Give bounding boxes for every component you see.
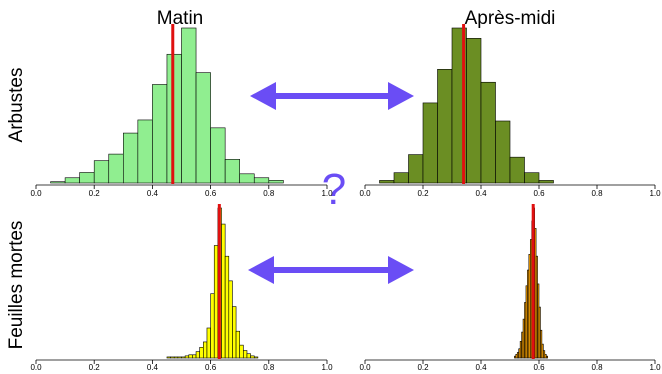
histogram-bar (243, 350, 248, 359)
histogram-bar (210, 127, 226, 184)
header-right: Après-midi (465, 8, 556, 29)
histogram-bar (253, 177, 270, 184)
histogram-bar (64, 177, 80, 184)
histogram-bar (192, 354, 197, 359)
question-mark: ? (322, 165, 346, 214)
histogram-bar (246, 353, 251, 359)
x-tick-label: 0.8 (263, 363, 275, 372)
histogram-bar (524, 172, 540, 184)
histogram-bar (422, 102, 438, 184)
histogram-bar (166, 356, 171, 359)
histogram-bar (93, 160, 110, 184)
x-tick-label: 0.0 (359, 189, 371, 198)
histogram-bar (224, 255, 230, 359)
x-tick-label: 0.4 (147, 363, 159, 372)
x-tick-label: 0.4 (475, 363, 487, 372)
x-tick-label: 0.4 (475, 189, 487, 198)
histogram-bar (50, 181, 66, 184)
histogram-bar (181, 356, 186, 359)
histogram-bar (195, 72, 211, 184)
top-arrow (250, 82, 414, 110)
x-tick-label: 0.2 (89, 363, 101, 372)
histogram-panel-top-right: 0.0 0.2 0.4 0.6 0.8 1.0 (359, 24, 661, 198)
histogram-bar (173, 356, 179, 359)
histogram-bar (221, 223, 226, 359)
histogram-bar (79, 172, 95, 184)
histogram-bar (235, 330, 240, 359)
x-tick-label: 0.0 (30, 363, 42, 372)
histogram-bar (206, 327, 211, 359)
x-tick-label: 0.6 (205, 189, 217, 198)
histogram-bar (137, 119, 153, 184)
histogram-bar (253, 356, 259, 359)
histogram-bar (495, 120, 511, 184)
x-tick-label: 1.0 (321, 363, 333, 372)
x-tick-label: 1.0 (649, 363, 661, 372)
histogram-bar (437, 69, 453, 184)
histogram-bar (213, 245, 219, 359)
row-label-top: Arbustes (6, 68, 27, 143)
row-label-bottom: Feuilles mortes (6, 221, 27, 350)
bottom-arrow (248, 256, 414, 284)
x-tick-label: 1.0 (649, 189, 661, 198)
top-arrow-right-head (388, 82, 414, 110)
histogram-bar (480, 81, 496, 184)
histogram-panel-bottom-left: 0.0 0.2 0.4 0.6 0.8 1.0 (30, 204, 333, 372)
histogram-bar (239, 173, 255, 184)
x-tick-label: 0.8 (591, 363, 603, 372)
x-tick-label: 1.0 (321, 189, 333, 198)
histogram-bar (170, 356, 175, 359)
histogram-bar (379, 180, 395, 184)
x-tick-label: 0.6 (533, 189, 545, 198)
histogram-panels: 0.0 0.2 0.4 0.6 0.8 1.0 0.0 0.2 0.4 0.6 0.8 1.00.0 0… (30, 24, 661, 372)
histogram-bar (509, 156, 525, 184)
x-tick-label: 0.6 (533, 363, 545, 372)
histogram-bar (152, 84, 168, 184)
histogram-bar (268, 180, 284, 184)
histogram-bar (224, 159, 240, 184)
histogram-bar (239, 344, 244, 359)
x-tick-label: 0.0 (30, 189, 42, 198)
histogram-bar (108, 153, 124, 184)
histogram-bar (184, 355, 190, 359)
x-tick-label: 0.8 (591, 189, 603, 198)
bottom-arrow-right-head (388, 256, 414, 284)
histogram-bar (123, 132, 139, 184)
histogram-bar (177, 356, 182, 359)
x-tick-label: 0.6 (205, 363, 217, 372)
x-tick-label: 0.4 (147, 189, 159, 198)
histogram-bar (466, 38, 482, 184)
histogram-bar (181, 27, 197, 184)
histogram-bar (250, 355, 255, 359)
histogram-bar (545, 355, 549, 359)
x-tick-label: 0.0 (359, 363, 371, 372)
histogram-bar (203, 341, 208, 359)
histogram-panel-bottom-right: 0.0 0.2 0.4 0.6 0.8 1.0 (359, 204, 661, 372)
x-tick-label: 0.2 (89, 189, 101, 198)
top-arrow-left-head (250, 82, 276, 110)
histogram-bar (188, 354, 193, 359)
x-tick-label: 0.2 (417, 363, 429, 372)
histogram-bar (408, 154, 424, 184)
histogram-bar (538, 180, 554, 184)
histogram-bar (210, 293, 215, 359)
histogram-bar (228, 280, 233, 359)
histogram-bar (195, 351, 200, 359)
histogram-bar (199, 346, 204, 359)
header-left: Matin (157, 8, 203, 29)
x-tick-label: 0.8 (263, 189, 275, 198)
histogram-panel-top-left: 0.0 0.2 0.4 0.6 0.8 1.0 (30, 24, 333, 198)
bottom-arrow-left-head (248, 256, 274, 284)
histogram-bar (393, 172, 409, 184)
histogram-bar (232, 306, 237, 359)
x-tick-label: 0.2 (417, 189, 429, 198)
